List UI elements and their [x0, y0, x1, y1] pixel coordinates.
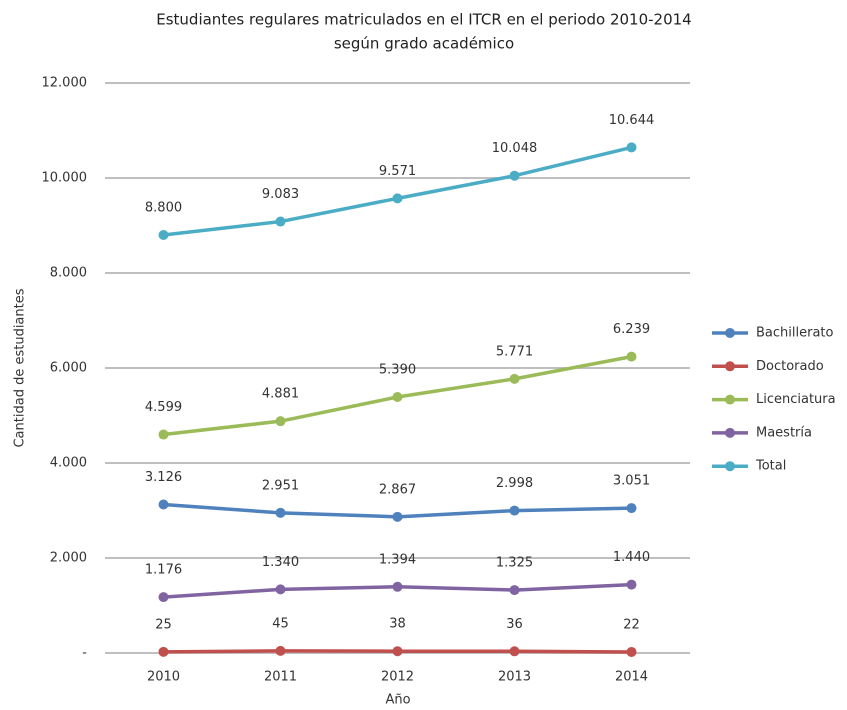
data-label: 5.390 — [379, 362, 416, 377]
legend-swatch — [725, 461, 735, 472]
data-label: 1.340 — [262, 555, 299, 570]
data-label: 2.951 — [262, 478, 299, 493]
data-point — [392, 511, 403, 522]
legend-label: Maestría — [756, 425, 812, 440]
data-point — [626, 142, 637, 153]
legend-swatch — [725, 394, 735, 405]
data-label: 9.083 — [262, 187, 299, 202]
data-label: 3.126 — [145, 470, 182, 485]
legend-label: Licenciatura — [756, 392, 836, 407]
data-point — [158, 499, 169, 510]
data-point — [626, 579, 637, 590]
data-label: 9.571 — [379, 164, 416, 179]
data-label: 10.048 — [492, 141, 538, 156]
data-point — [275, 507, 286, 518]
x-tick-label: 2010 — [147, 670, 180, 685]
data-point — [158, 230, 169, 240]
data-point — [626, 351, 637, 362]
data-point — [158, 429, 169, 440]
data-point — [392, 581, 403, 592]
data-point — [392, 193, 403, 204]
data-point — [509, 585, 520, 596]
legend-label: Total — [755, 459, 786, 474]
data-label: 8.800 — [145, 201, 182, 216]
data-label: 2.998 — [496, 476, 533, 491]
x-tick-label: 2014 — [615, 670, 648, 685]
data-label: 38 — [389, 617, 406, 632]
data-point — [509, 170, 520, 181]
data-point — [275, 216, 286, 227]
data-point — [392, 646, 403, 657]
data-label: 22 — [623, 617, 640, 632]
data-label: 1.440 — [613, 550, 650, 565]
data-point — [509, 505, 520, 516]
data-label: 2.867 — [379, 482, 416, 497]
data-label: 45 — [272, 616, 289, 631]
data-label: 5.771 — [496, 344, 533, 359]
chart-title: Estudiantes regulares matriculados en el… — [156, 11, 691, 29]
y-tick-label: 6.000 — [50, 361, 87, 376]
y-tick-label: 12.000 — [42, 76, 88, 91]
series-line — [163, 145, 632, 237]
data-point — [275, 645, 286, 656]
data-label: 1.325 — [496, 556, 533, 571]
legend-swatch — [725, 328, 735, 338]
data-point — [275, 584, 286, 595]
data-label: 1.394 — [379, 552, 416, 567]
data-label: 36 — [506, 617, 523, 632]
legend-label: Doctorado — [756, 359, 824, 374]
data-point — [626, 503, 637, 514]
data-label: 6.239 — [613, 322, 650, 337]
data-point — [275, 416, 286, 427]
data-point — [158, 646, 169, 657]
y-tick-label: 4.000 — [50, 456, 87, 471]
data-label: 4.599 — [145, 400, 182, 415]
data-point — [158, 592, 169, 603]
x-axis-label: Año — [385, 693, 410, 708]
legend-swatch — [725, 361, 735, 372]
y-tick-label: 2.000 — [50, 551, 87, 566]
y-axis-label: Cantidad de estudiantes — [13, 288, 28, 447]
legend-label: Bachillerato — [756, 326, 834, 341]
x-tick-label: 2011 — [264, 670, 297, 685]
x-tick-label: 2012 — [381, 670, 414, 685]
data-label: 4.881 — [262, 387, 299, 402]
chart-title: según grado académico — [334, 35, 514, 53]
legend-swatch — [725, 427, 735, 438]
data-point — [509, 646, 520, 657]
data-point — [626, 646, 637, 657]
data-point — [392, 391, 403, 402]
x-tick-label: 2013 — [498, 670, 531, 685]
y-tick-label: - — [82, 646, 87, 661]
data-label: 10.644 — [609, 113, 655, 128]
data-label: 3.051 — [613, 474, 650, 489]
data-point — [509, 373, 520, 384]
y-tick-label: 10.000 — [42, 171, 88, 186]
data-label: 1.176 — [145, 563, 182, 578]
data-label: 25 — [155, 617, 172, 632]
y-tick-label: 8.000 — [50, 266, 87, 281]
